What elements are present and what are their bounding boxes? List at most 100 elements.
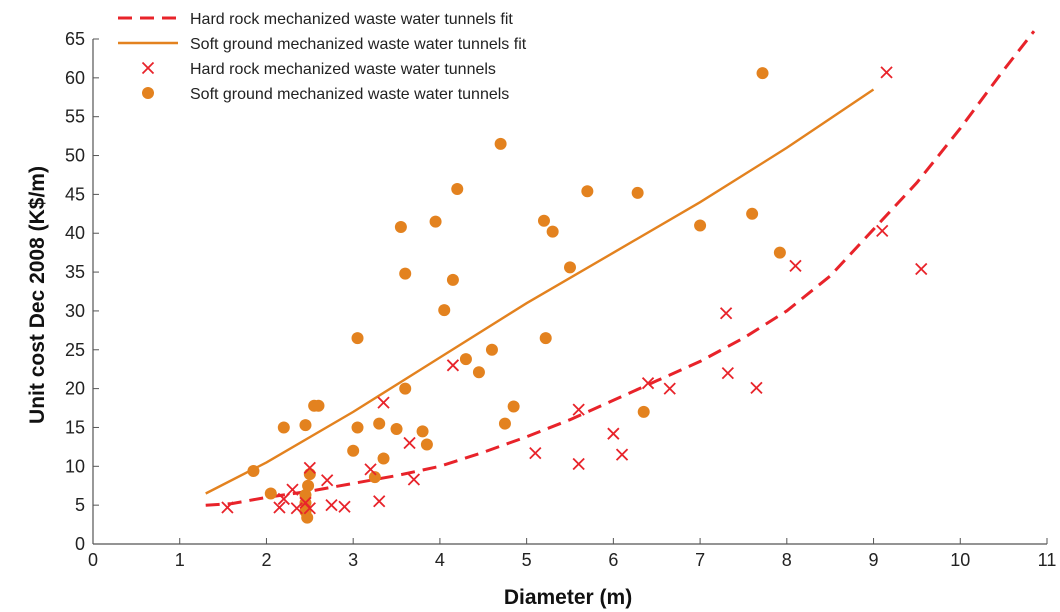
x-marker-stroke [641, 377, 655, 390]
x-tick-label: 7 [695, 550, 705, 570]
legend-label: Hard rock mechanized waste water tunnels… [190, 11, 513, 28]
x-marker-stroke [572, 403, 585, 416]
hard-rock-point [915, 262, 928, 276]
hard-rock-point [303, 502, 316, 515]
hard-rock-point [572, 457, 585, 471]
soft-ground-point [302, 479, 315, 492]
soft-ground-point [459, 353, 472, 366]
soft-ground-point [390, 423, 403, 436]
soft-ground-point [429, 215, 442, 228]
hard-rock-point [221, 501, 234, 514]
soft-ground-point [420, 438, 433, 451]
x-marker-stroke [286, 483, 299, 496]
x-tick-label: 9 [869, 550, 879, 570]
x-marker-stroke [663, 382, 676, 395]
hard-rock-point [403, 436, 416, 450]
x-tick-label: 2 [261, 550, 271, 570]
hard-rock-point [789, 259, 802, 272]
x-marker-stroke [303, 461, 316, 474]
hard-rock-point [529, 446, 542, 460]
data-points [221, 66, 928, 524]
soft-ground-point [472, 366, 485, 379]
legend-label: Soft ground mechanized waste water tunne… [190, 86, 509, 103]
y-axis-title: Unit cost Dec 2008 (K$/m) [26, 166, 49, 424]
x-tick-label: 1 [175, 550, 185, 570]
soft-ground-fit-line [205, 88, 875, 495]
soft-ground-point [312, 399, 325, 412]
y-tick-label: 30 [65, 301, 85, 321]
hard-rock-point [303, 461, 316, 474]
x-tick-label: 4 [435, 550, 445, 570]
x-tick-label: 3 [348, 550, 358, 570]
x-marker-stroke [303, 502, 316, 515]
x-tick-label: 5 [522, 550, 532, 570]
soft-ground-point [631, 186, 644, 199]
y-tick-label: 15 [65, 417, 85, 437]
x-marker-stroke [446, 359, 460, 372]
x-marker-stroke [321, 474, 334, 487]
legend-item: Soft ground mechanized waste water tunne… [142, 86, 509, 103]
x-marker-stroke [607, 427, 620, 440]
hard-rock-point [750, 381, 763, 394]
soft-ground-point [351, 421, 364, 434]
x-tick-label: 11 [1038, 550, 1057, 570]
legend-swatch-circle [142, 87, 154, 99]
hard-rock-point [273, 501, 286, 514]
soft-ground-point [303, 468, 316, 481]
x-marker-stroke [529, 446, 542, 460]
soft-ground-point [637, 405, 650, 418]
legend-item: Hard rock mechanized waste water tunnels… [118, 11, 513, 28]
x-marker-stroke [789, 259, 802, 272]
hard-rock-point [663, 382, 676, 395]
soft-ground-point [438, 304, 451, 317]
soft-ground-point [299, 419, 312, 432]
soft-ground-point [485, 343, 498, 356]
x-marker-stroke [880, 66, 893, 79]
hard-rock-point [321, 474, 334, 487]
y-tick-label: 60 [65, 68, 85, 88]
hard-rock-point [721, 366, 734, 380]
soft-ground-point [507, 400, 520, 413]
hard-rock-point [641, 377, 655, 390]
hard-rock-point [325, 499, 338, 512]
hard-rock-point [338, 500, 351, 513]
soft-ground-point [416, 425, 429, 438]
y-tick-label: 50 [65, 146, 85, 166]
x-marker-stroke [273, 501, 286, 514]
soft-ground-point [494, 137, 507, 150]
soft-ground-point [368, 471, 381, 484]
soft-ground-point [773, 246, 786, 259]
y-tick-label: 10 [65, 456, 85, 476]
x-marker-stroke [915, 262, 928, 276]
hard-rock-fit-line [205, 30, 1036, 507]
y-tick-label: 20 [65, 379, 85, 399]
hard-rock-point [290, 502, 303, 515]
soft-ground-point [351, 332, 364, 345]
x-marker-stroke [221, 501, 234, 514]
x-marker-stroke [876, 224, 889, 238]
x-marker-stroke [572, 457, 585, 471]
soft-ground-point [394, 221, 407, 234]
x-marker-stroke [615, 448, 629, 461]
x-marker-stroke [373, 495, 386, 508]
y-tick-label: 25 [65, 340, 85, 360]
soft-ground-point [537, 214, 550, 227]
soft-ground-point [264, 487, 277, 500]
soft-ground-point [247, 464, 260, 477]
legend-label: Soft ground mechanized waste water tunne… [190, 36, 527, 53]
hard-rock-point [364, 463, 377, 476]
x-marker-stroke [407, 473, 421, 486]
x-tick-label: 0 [88, 550, 98, 570]
soft-ground-point [301, 511, 314, 524]
x-marker-stroke [403, 436, 416, 450]
hard-rock-point [572, 403, 585, 416]
x-marker-stroke [721, 366, 734, 380]
y-tick-label: 55 [65, 107, 85, 127]
x-marker-stroke [338, 500, 351, 513]
soft-ground-point [746, 207, 759, 220]
soft-ground-point [373, 417, 386, 430]
legend-label: Hard rock mechanized waste water tunnels [190, 61, 496, 78]
x-marker-stroke [719, 307, 733, 320]
